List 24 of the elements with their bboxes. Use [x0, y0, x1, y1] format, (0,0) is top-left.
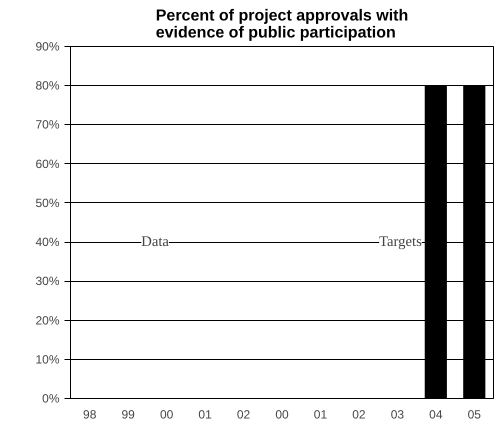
x-tick-label: 03 — [390, 408, 404, 422]
x-tick-label: 01 — [314, 408, 328, 422]
y-tick-label: 50% — [35, 196, 60, 210]
y-tick-label: 20% — [35, 313, 60, 328]
annotation: Targets — [379, 234, 422, 250]
x-tick-label: 04 — [429, 408, 443, 422]
chart-title: Percent of project approvals with evidence of public participation — [156, 8, 408, 42]
y-tick-label: 0% — [42, 392, 60, 406]
y-tick-label: 30% — [35, 274, 60, 288]
x-tick-label: 02 — [236, 408, 251, 422]
y-tick-label: 90% — [35, 40, 60, 54]
x-tick-label: 00 — [160, 408, 174, 422]
x-tick-label: 99 — [122, 408, 136, 422]
x-tick-label: 05 — [468, 408, 482, 422]
y-tick-label: 10% — [35, 352, 60, 366]
y-tick-label: 80% — [35, 78, 60, 93]
y-tick-label: 60% — [35, 156, 60, 171]
x-tick-label: 98 — [83, 408, 97, 422]
y-tick-label: 70% — [35, 118, 60, 132]
annotation: Data — [141, 234, 170, 250]
x-tick-label: 01 — [198, 408, 212, 422]
y-tick-label: 40% — [35, 235, 60, 250]
x-tick-label: 02 — [352, 408, 366, 422]
x-tick-label: 00 — [275, 408, 289, 422]
